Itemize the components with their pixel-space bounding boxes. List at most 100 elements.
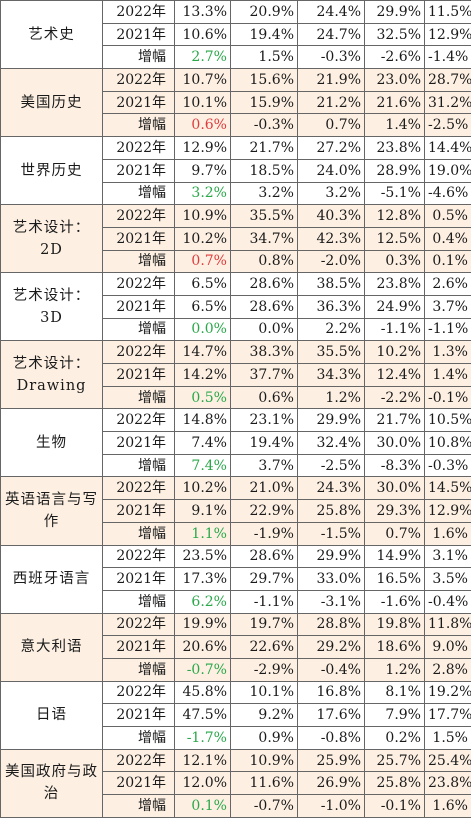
value-cell: 1.1% [174, 521, 231, 546]
row-label: 增幅 [102, 589, 175, 614]
value-cell: 25.4% [424, 748, 471, 773]
value-cell: -0.4% [297, 657, 365, 682]
value-cell: 14.4% [424, 136, 471, 160]
row-growth: 增幅 0.1% -0.7% -1.0% -0.1% 1.6% [1, 794, 471, 818]
row-growth: 增幅 -0.7% -2.9% -0.4% 1.2% 2.8% [1, 657, 471, 682]
value-cell: 0.0% [174, 317, 231, 342]
value-cell: 24.3% [297, 476, 365, 501]
row-label: 增幅 [102, 453, 175, 478]
subject-name: 艺术设计：3D [0, 272, 103, 342]
value-cell: 0.5% [174, 385, 231, 410]
value-cell: 14.8% [174, 408, 231, 433]
value-cell: 19.4% [230, 431, 298, 455]
value-cell: 33.0% [297, 567, 365, 591]
row-2022: 艺术设计：3D 2022年 6.5% 28.6% 38.5% 23.8% 2.6% [0, 272, 471, 342]
value-cell: 0.7% [364, 521, 425, 546]
value-cell: 16.8% [297, 680, 365, 705]
value-cell: -1.4% [424, 45, 471, 70]
row-2021: 2021年 10.6% 19.4% 24.7% 32.5% 12.9% [1, 22, 471, 47]
value-cell: -2.5% [297, 453, 365, 478]
value-cell: 29.3% [364, 499, 425, 523]
row-label: 2022年 [102, 748, 175, 773]
value-cell: 12.9% [174, 136, 231, 160]
value-cell: 12.0% [174, 771, 231, 796]
value-cell: 0.4% [424, 226, 471, 251]
value-cell: 16.5% [364, 567, 425, 591]
value-cell: 23.8% [364, 272, 425, 296]
row-label: 2021年 [102, 499, 175, 523]
value-cell: 35.5% [297, 340, 365, 364]
row-label: 2021年 [102, 363, 175, 387]
value-cell: 25.7% [364, 748, 425, 773]
row-2021: 2021年 12.0% 11.6% 26.9% 25.8% 23.8% [1, 771, 471, 796]
value-cell: 3.7% [424, 294, 471, 319]
row-growth: 增幅 0.6% -0.3% 0.7% 1.4% -2.5% [1, 113, 471, 138]
value-cell: 1.6% [424, 794, 471, 818]
value-cell: 11.6% [230, 771, 298, 796]
value-cell: 7.4% [174, 453, 231, 478]
value-cell: -0.3% [424, 453, 471, 478]
value-cell: 34.3% [297, 363, 365, 387]
value-cell: 1.5% [230, 45, 298, 70]
value-cell: 21.9% [297, 68, 365, 92]
row-2022: 西班牙语言 2022年 23.5% 28.6% 29.9% 14.9% 3.1% [0, 544, 471, 614]
value-cell: 9.2% [230, 703, 298, 727]
value-cell: 24.0% [297, 158, 365, 183]
value-cell: -2.6% [364, 45, 425, 70]
value-cell: 21.6% [364, 90, 425, 115]
value-cell: 10.8% [424, 431, 471, 455]
row-2021: 2021年 7.4% 19.4% 32.4% 30.0% 10.8% [1, 431, 471, 455]
subject-name: 生物 [0, 408, 103, 478]
value-cell: 11.5% [424, 0, 471, 24]
value-cell: 27.2% [297, 136, 365, 160]
value-cell: 10.2% [174, 226, 231, 251]
value-cell: 35.5% [230, 204, 298, 228]
subject-group: 日语 2022年 45.8% 10.1% 16.8% 8.1% 19.2% 2021年 47.5… [0, 680, 471, 750]
value-cell: 30.0% [364, 431, 425, 455]
value-cell: -1.1% [364, 317, 425, 342]
value-cell: 10.1% [230, 680, 298, 705]
row-label: 2022年 [102, 544, 175, 569]
value-cell: -8.3% [364, 453, 425, 478]
row-2022: 英语语言与写作 2022年 10.2% 21.0% 24.3% 30.0% 14.5% [0, 476, 471, 546]
subject-name: 英语语言与写作 [0, 476, 103, 546]
subject-group: 艺术设计：2D 2022年 10.9% 35.5% 40.3% 12.8% 0.5% 2021… [0, 204, 471, 274]
value-cell: 28.6% [230, 294, 298, 319]
value-cell: 2.6% [424, 272, 471, 296]
value-cell: 10.6% [174, 22, 231, 47]
value-cell: 45.8% [174, 680, 231, 705]
row-2021: 2021年 6.5% 28.6% 36.3% 24.9% 3.7% [1, 294, 471, 319]
value-cell: -1.0% [297, 794, 365, 818]
value-cell: 3.5% [424, 567, 471, 591]
row-label: 增幅 [102, 657, 175, 682]
value-cell: 6.5% [174, 272, 231, 296]
subject-name: 西班牙语言 [0, 544, 103, 614]
value-cell: 22.6% [230, 635, 298, 659]
value-cell: 28.6% [230, 272, 298, 296]
value-cell: 21.7% [364, 408, 425, 433]
value-cell: 3.2% [230, 181, 298, 206]
row-growth: 增幅 0.5% 0.6% 1.2% -2.2% -0.1% [1, 385, 471, 410]
subject-group: 美国历史 2022年 10.7% 15.6% 21.9% 23.0% 28.7% 2021年 1… [0, 68, 471, 138]
row-label: 2021年 [102, 22, 175, 47]
value-cell: 29.7% [230, 567, 298, 591]
value-cell: 10.7% [174, 68, 231, 92]
row-label: 2022年 [102, 680, 175, 705]
row-growth: 增幅 1.1% -1.9% -1.5% 0.7% 1.6% [1, 521, 471, 546]
value-cell: 1.2% [364, 657, 425, 682]
value-cell: 24.7% [297, 22, 365, 47]
value-cell: 23.0% [364, 68, 425, 92]
value-cell: -0.7% [174, 657, 231, 682]
row-label: 增幅 [102, 249, 175, 274]
value-cell: 10.5% [424, 408, 471, 433]
value-cell: 1.4% [364, 113, 425, 138]
value-cell: 18.5% [230, 158, 298, 183]
row-label: 2021年 [102, 90, 175, 115]
value-cell: -2.9% [230, 657, 298, 682]
value-cell: 10.9% [174, 204, 231, 228]
value-cell: -0.4% [424, 589, 471, 614]
value-cell: 23.1% [230, 408, 298, 433]
value-cell: 28.8% [297, 612, 365, 637]
value-cell: 15.6% [230, 68, 298, 92]
row-label: 2022年 [102, 0, 175, 24]
